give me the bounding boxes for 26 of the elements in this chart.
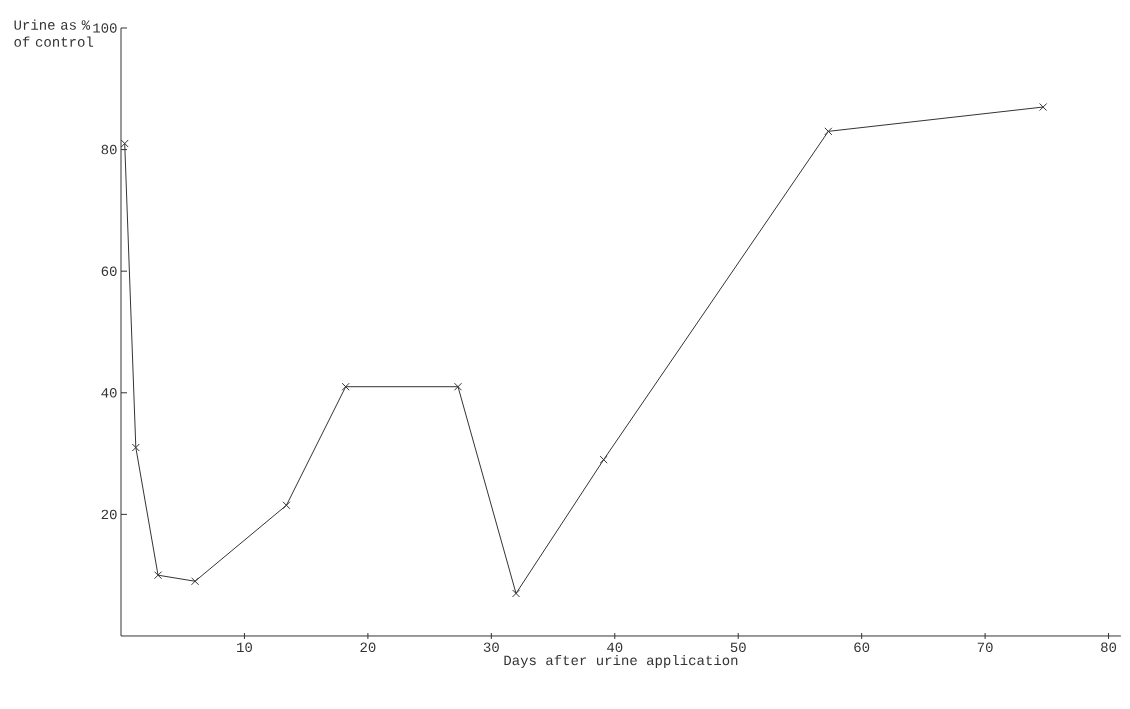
- point: [511, 589, 521, 598]
- point: [120, 139, 129, 148]
- x-tick-label: 70: [977, 642, 993, 653]
- x-tick-label: 10: [237, 642, 252, 653]
- y-tick-label: 100: [93, 23, 117, 33]
- x-tick-label: 20: [360, 642, 376, 653]
- x-tick-label: 50: [730, 642, 746, 653]
- y-tick-label: 20: [101, 509, 117, 520]
- x-tick-label: 60: [854, 642, 870, 653]
- point: [282, 501, 291, 510]
- point: [191, 577, 200, 586]
- y-tick-label: 40: [101, 388, 117, 398]
- point: [1039, 102, 1048, 112]
- x-axis-title: Days after urine application: [504, 654, 738, 668]
- point: [599, 455, 608, 464]
- y-tick-label: 80: [101, 144, 117, 155]
- point: [824, 127, 833, 136]
- point: [154, 571, 163, 580]
- x-tick-label: 80: [1101, 642, 1117, 653]
- y-tick-label: 60: [101, 266, 117, 276]
- x-tick-label: 30: [483, 642, 499, 653]
- x-tick-label: 40: [607, 642, 623, 653]
- point: [453, 382, 463, 391]
- y-axis-title: Urine as % of control: [14, 19, 94, 47]
- point: [131, 443, 140, 452]
- point: [341, 382, 350, 391]
